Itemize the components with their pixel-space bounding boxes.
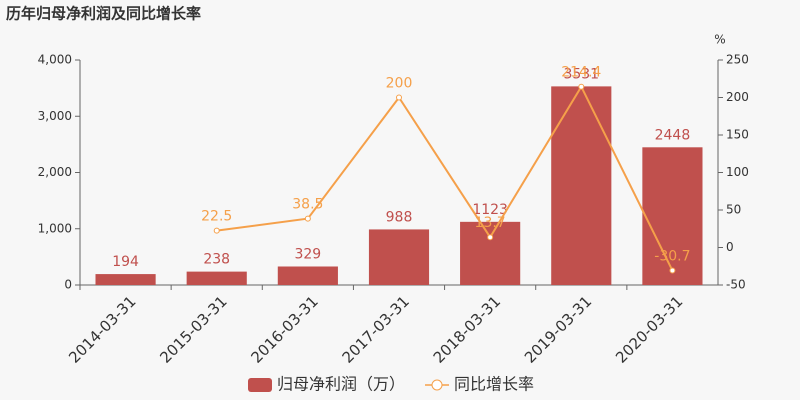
line-point xyxy=(213,227,220,234)
x-tick-label: 2016-03-31 xyxy=(247,292,321,366)
legend-label: 同比增长率 xyxy=(454,375,534,394)
line-label: 200 xyxy=(386,76,413,92)
bar-label: 3531 xyxy=(563,66,599,82)
bar xyxy=(642,147,703,285)
line-point xyxy=(578,83,585,90)
bar xyxy=(277,266,338,285)
bar-label: 194 xyxy=(112,254,139,270)
x-tick-label: 2019-03-31 xyxy=(521,292,595,366)
y-tick-label: 2,000 xyxy=(38,165,72,179)
legend-swatch xyxy=(431,379,443,391)
x-tick-label: 2020-03-31 xyxy=(612,292,686,366)
line-point xyxy=(669,267,676,274)
x-tick-label: 2015-03-31 xyxy=(156,292,230,366)
bar-label: 988 xyxy=(386,209,413,225)
y2-tick-label: 200 xyxy=(726,90,749,104)
line-label: 38.5 xyxy=(292,197,323,213)
bar-label: 238 xyxy=(203,252,230,268)
x-tick-label: 2014-03-31 xyxy=(65,292,139,366)
y-tick-label: 4,000 xyxy=(38,53,72,67)
line-label: 13.7 xyxy=(475,215,506,231)
bar xyxy=(95,274,156,285)
y2-tick-label: 100 xyxy=(726,165,749,179)
line xyxy=(216,84,674,271)
line-point xyxy=(487,234,494,241)
x-tick-label: 2017-03-31 xyxy=(339,292,413,366)
bar-label: 1123 xyxy=(472,202,508,218)
y2-tick-label: 0 xyxy=(726,240,734,254)
legend-label: 归母净利润（万） xyxy=(277,375,405,394)
line-label: 22.5 xyxy=(201,209,232,225)
y2-tick-label: -50 xyxy=(726,278,746,292)
y2-tick-label: 50 xyxy=(726,203,741,217)
x-tick-label: 2018-03-31 xyxy=(430,292,504,366)
y2-unit: % xyxy=(714,33,725,47)
y-tick-label: 0 xyxy=(64,278,72,292)
y-tick-label: 1,000 xyxy=(38,221,72,235)
y-tick-label: 3,000 xyxy=(38,109,72,123)
bar-label: 329 xyxy=(294,246,321,262)
line-point xyxy=(304,215,311,222)
legend-swatch xyxy=(248,378,272,392)
bar xyxy=(551,86,612,285)
bar xyxy=(186,271,247,285)
bar xyxy=(460,221,521,285)
bar xyxy=(368,229,430,285)
y2-tick-label: 250 xyxy=(726,53,749,67)
line-label: 214.4 xyxy=(561,65,601,81)
line-point xyxy=(396,94,402,101)
y2-tick-label: 150 xyxy=(726,128,749,142)
line-label: -30.7 xyxy=(654,249,690,265)
bar-label: 2448 xyxy=(655,127,691,143)
chart-title: 历年归母净利润及同比增长率 xyxy=(6,5,201,23)
